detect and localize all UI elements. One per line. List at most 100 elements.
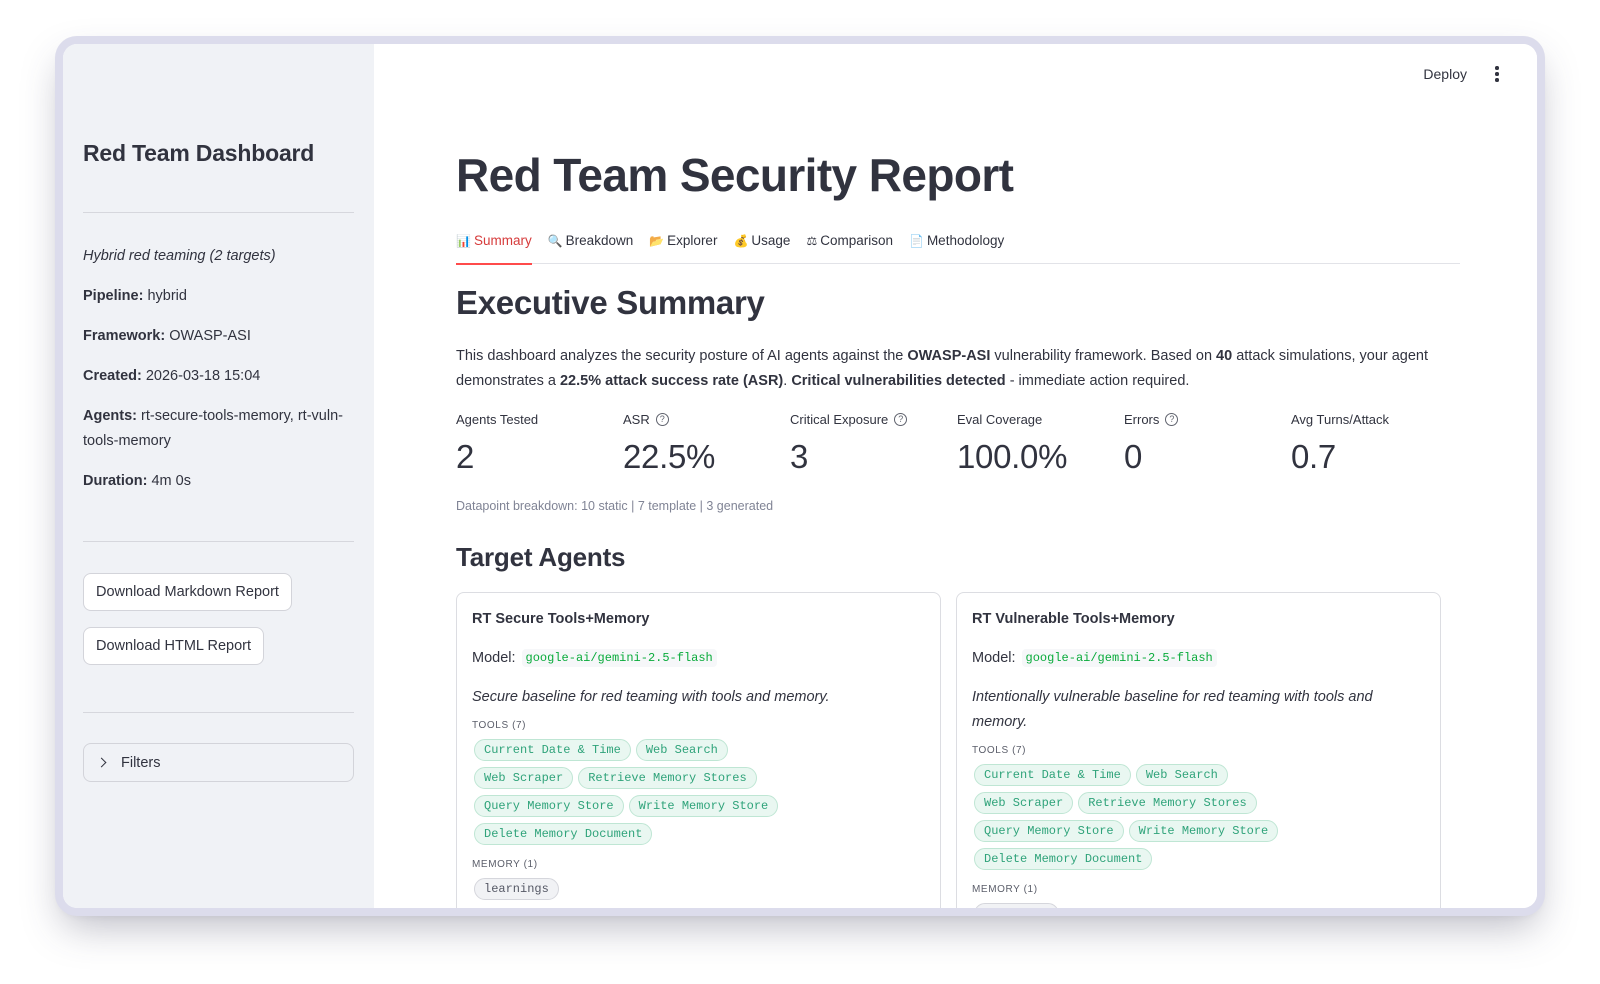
intro-framework: OWASP-ASI xyxy=(907,348,991,364)
metric-label: Critical Exposure xyxy=(790,411,889,427)
tool-chip: Query Memory Store xyxy=(474,795,624,817)
metric-critical-exposure: Critical Exposure? 3 xyxy=(790,410,957,476)
sidebar-meta-created: Created: 2026-03-18 15:04 xyxy=(83,364,358,389)
tab-comparison[interactable]: ⚖ Comparison xyxy=(806,226,893,264)
metric-value: 100.0% xyxy=(957,438,1068,475)
document-icon: 📄 xyxy=(908,234,924,248)
metric-label: Avg Turns/Attack xyxy=(1291,411,1390,427)
tool-chip: Web Search xyxy=(1135,764,1228,786)
meta-value: OWASP-ASI xyxy=(169,328,251,344)
intro-critical: Critical vulnerabilities detected xyxy=(791,373,1006,389)
tab-summary[interactable]: 📊 Summary xyxy=(456,226,532,265)
datapoint-breakdown-caption: Datapoint breakdown: 10 static | 7 templ… xyxy=(456,499,774,513)
meta-value: 2026-03-18 15:04 xyxy=(145,368,261,384)
tab-explorer[interactable]: 📂 Explorer xyxy=(649,226,717,264)
tool-chip: Write Memory Store xyxy=(628,795,779,817)
tab-label: Usage xyxy=(751,233,791,248)
metric-label: Errors xyxy=(1124,411,1160,427)
agent-card: RT Secure Tools+Memory Model: google-ai/g… xyxy=(456,592,941,908)
meta-value: 4m 0s xyxy=(151,473,191,489)
model-label: Model: xyxy=(472,650,516,666)
meta-value: rt-secure-tools-memory, rt-vuln-tools-me… xyxy=(83,408,343,449)
sidebar-meta-framework: Framework: OWASP-ASI xyxy=(83,324,358,349)
metric-agents-tested: Agents Tested 2 xyxy=(456,410,623,476)
tools-list: Current Date & Time Web Search Web Scrap… xyxy=(972,762,1332,874)
intro-text: attack simulations, your agent demonstra… xyxy=(456,348,1429,389)
tools-list: Current Date & Time Web Search Web Scrap… xyxy=(472,737,832,849)
meta-label: Duration: xyxy=(83,473,148,489)
tab-label: Methodology xyxy=(926,233,1005,248)
agent-name: RT Secure Tools+Memory xyxy=(472,611,650,627)
executive-summary-heading: Executive Summary xyxy=(456,284,765,321)
memory-list: learnings xyxy=(472,876,832,904)
chevron-right-icon xyxy=(96,757,107,768)
sidebar-divider xyxy=(83,212,354,213)
tool-chip: Current Date & Time xyxy=(474,739,631,761)
metric-asr: ASR? 22.5% xyxy=(623,410,790,476)
meta-label: Framework: xyxy=(83,328,166,344)
agent-description: Intentionally vulnerable baseline for re… xyxy=(972,689,1373,730)
filters-expander[interactable]: Filters xyxy=(83,743,354,782)
target-agents-heading: Target Agents xyxy=(456,542,626,572)
sidebar-divider xyxy=(83,712,354,713)
memory-chip: learnings xyxy=(974,903,1059,908)
intro-text: vulnerability framework. Based on xyxy=(990,348,1217,364)
money-bag-icon: 💰 xyxy=(733,234,749,248)
magnifier-icon: 🔍 xyxy=(547,234,563,248)
tool-chip: Current Date & Time xyxy=(974,764,1131,786)
metric-value: 2 xyxy=(456,438,475,475)
tab-usage[interactable]: 💰 Usage xyxy=(733,226,790,264)
meta-value: hybrid xyxy=(147,288,187,304)
memory-list: learnings xyxy=(972,901,1332,908)
tool-chip: Query Memory Store xyxy=(974,820,1124,842)
model-code: google-ai/gemini-2.5-flash xyxy=(1021,649,1217,667)
tool-chip: Delete Memory Document xyxy=(474,823,653,845)
tab-breakdown[interactable]: 🔍 Breakdown xyxy=(548,226,634,264)
tool-chip: Delete Memory Document xyxy=(974,848,1153,870)
metric-value: 0 xyxy=(1124,438,1143,475)
more-menu-icon[interactable] xyxy=(1495,66,1499,82)
sidebar-subtitle: Hybrid red teaming (2 targets) xyxy=(83,248,276,264)
tab-methodology[interactable]: 📄 Methodology xyxy=(909,226,1004,264)
filters-label: Filters xyxy=(121,754,161,771)
memory-chip: learnings xyxy=(474,878,559,900)
folder-icon: 📂 xyxy=(649,234,665,248)
bar-chart-icon: 📊 xyxy=(456,234,471,248)
metric-label: Eval Coverage xyxy=(957,411,1043,427)
executive-summary-text: This dashboard analyzes the security pos… xyxy=(456,344,1460,394)
metric-eval-coverage: Eval Coverage 100.0% xyxy=(957,410,1124,476)
tab-label: Explorer xyxy=(667,233,718,248)
meta-label: Agents: xyxy=(83,408,137,424)
sidebar: Red Team Dashboard Hybrid red teaming (2… xyxy=(63,44,374,908)
model-code: google-ai/gemini-2.5-flash xyxy=(521,649,717,667)
tool-chip: Write Memory Store xyxy=(1128,820,1279,842)
tool-chip: Web Scraper xyxy=(474,767,574,789)
metric-value: 0.7 xyxy=(1291,438,1336,475)
agent-name: RT Vulnerable Tools+Memory xyxy=(972,611,1175,627)
metric-label: Agents Tested xyxy=(456,411,539,427)
metric-errors: Errors? 0 xyxy=(1124,410,1291,476)
page-title: Red Team Security Report xyxy=(456,149,1014,201)
help-icon[interactable]: ? xyxy=(655,412,669,426)
metric-value: 22.5% xyxy=(623,438,716,475)
tab-label: Summary xyxy=(473,233,532,248)
download-html-button[interactable]: Download HTML Report xyxy=(83,627,264,665)
tab-label: Breakdown xyxy=(565,233,634,248)
sidebar-meta-pipeline: Pipeline: hybrid xyxy=(83,284,358,309)
metric-avg-turns: Avg Turns/Attack 0.7 xyxy=(1291,410,1458,476)
meta-label: Created: xyxy=(83,368,142,384)
help-icon[interactable]: ? xyxy=(894,412,908,426)
intro-asr: 22.5% attack success rate (ASR) xyxy=(559,373,784,389)
metric-label: ASR xyxy=(623,411,650,427)
deploy-button[interactable]: Deploy xyxy=(1423,66,1467,82)
download-markdown-button[interactable]: Download Markdown Report xyxy=(83,573,292,611)
main-content: Deploy Red Team Security Report 📊 Summary… xyxy=(374,44,1537,908)
help-icon[interactable]: ? xyxy=(1165,412,1179,426)
tab-bar: 📊 Summary 🔍 Breakdown 📂 Explorer 💰 Usage ⚖ Co… xyxy=(456,226,1460,265)
agent-card: RT Vulnerable Tools+Memory Model: google-… xyxy=(956,592,1441,908)
tab-label: Comparison xyxy=(820,233,893,248)
metric-value: 3 xyxy=(790,438,809,475)
app-window: Red Team Dashboard Hybrid red teaming (2… xyxy=(63,44,1537,908)
sidebar-meta-agents: Agents: rt-secure-tools-memory, rt-vuln-… xyxy=(83,404,351,454)
tool-chip: Retrieve Memory Stores xyxy=(1078,792,1257,814)
